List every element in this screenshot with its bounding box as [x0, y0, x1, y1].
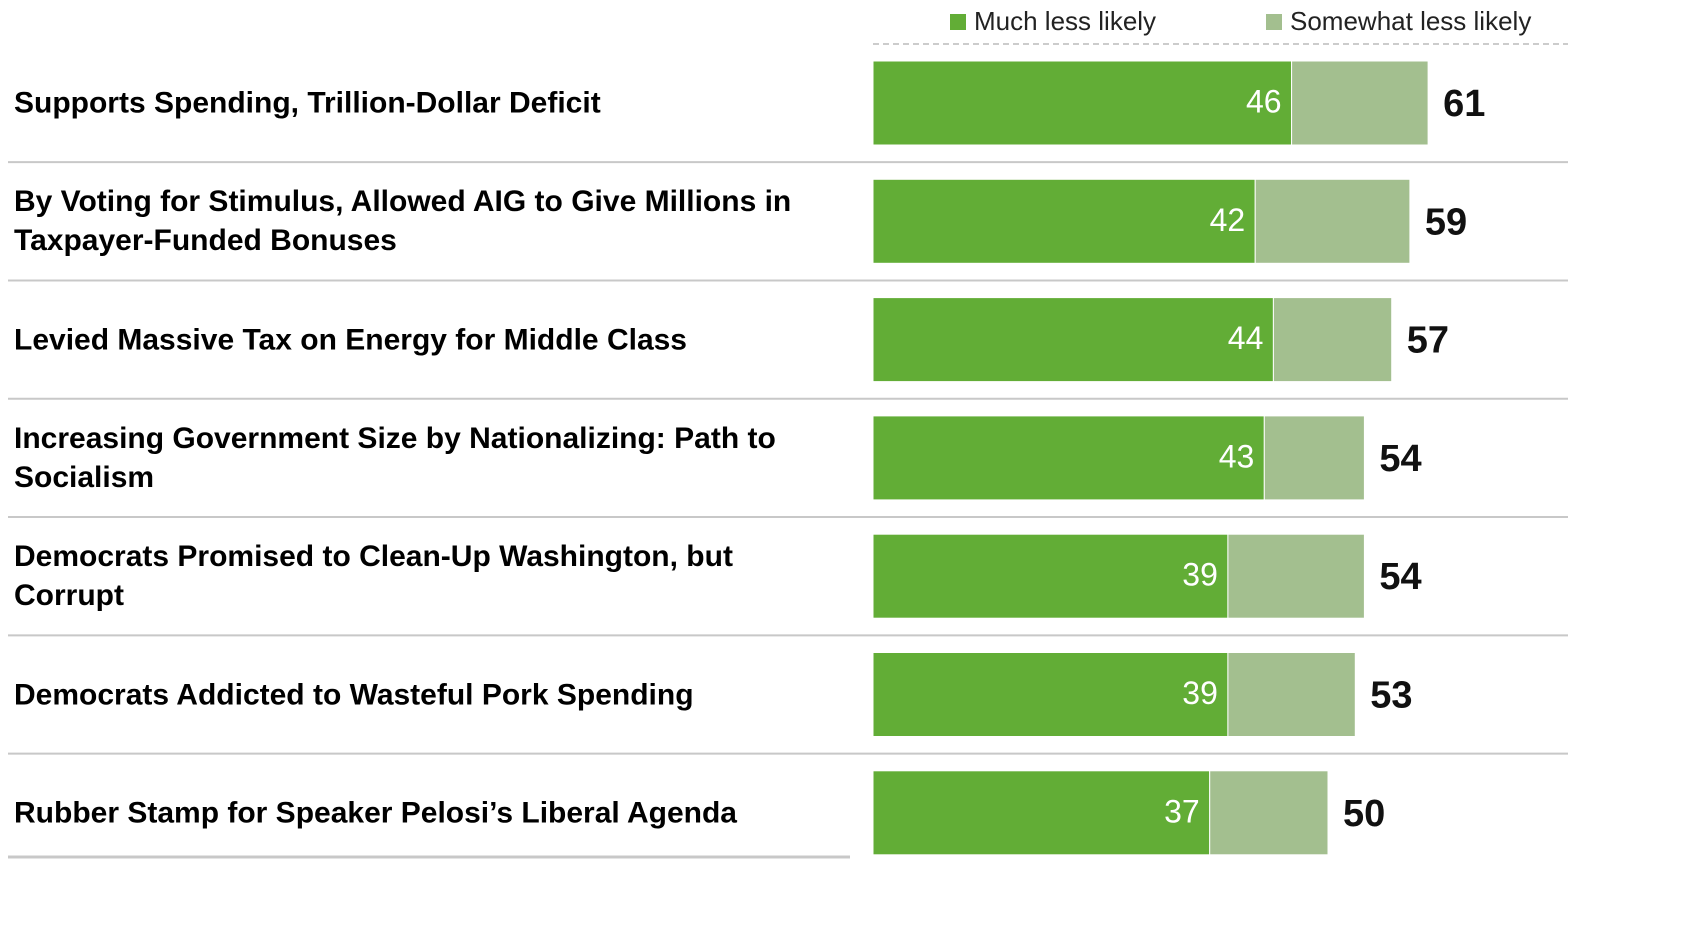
- bar-segment: [872, 415, 1265, 501]
- bar-segment: [872, 178, 1256, 264]
- value-label: 42: [1210, 202, 1246, 238]
- value-label: 44: [1228, 320, 1264, 356]
- total-label: 50: [1343, 793, 1385, 835]
- bar-segment: [1272, 297, 1393, 383]
- value-label: 39: [1182, 675, 1218, 711]
- total-label: 54: [1379, 556, 1421, 598]
- value-label: 46: [1246, 83, 1282, 119]
- bar-segment: [872, 652, 1229, 737]
- value-label: 43: [1219, 438, 1255, 474]
- total-label: 59: [1425, 201, 1467, 243]
- bar-segment: [1263, 415, 1365, 501]
- category-label: Rubber Stamp for Speaker Pelosi’s Libera…: [14, 796, 737, 830]
- legend-swatch: [950, 14, 966, 30]
- legend-label: Somewhat less likely: [1290, 6, 1531, 36]
- total-label: 53: [1370, 675, 1412, 717]
- bar-segment: [872, 533, 1229, 619]
- bar-segment: [1209, 770, 1329, 856]
- category-label: Levied Massive Tax on Energy for Middle …: [14, 323, 687, 357]
- total-label: 61: [1443, 83, 1485, 125]
- total-label: 57: [1407, 320, 1449, 362]
- bar-segment: [872, 60, 1293, 146]
- bar-segment: [1254, 178, 1411, 264]
- bar-segment: [1227, 652, 1356, 737]
- category-label: By Voting for Stimulus, Allowed AIG to G…: [14, 185, 792, 258]
- category-label: Democrats Addicted to Wasteful Pork Spen…: [14, 678, 694, 711]
- legend-swatch: [1266, 14, 1282, 30]
- bar-segment: [872, 297, 1274, 383]
- category-label: Increasing Government Size by Nationaliz…: [14, 421, 776, 494]
- category-label: Supports Spending, Trillion-Dollar Defic…: [14, 86, 601, 120]
- value-label: 39: [1182, 557, 1218, 593]
- bar-segment: [1227, 533, 1365, 619]
- legend-label: Much less likely: [974, 6, 1156, 36]
- value-label: 37: [1164, 793, 1200, 829]
- total-label: 54: [1379, 438, 1421, 480]
- category-label: Democrats Promised to Clean-Up Washingto…: [14, 540, 733, 613]
- bar-segment: [872, 770, 1211, 856]
- bar-segment: [1291, 60, 1429, 146]
